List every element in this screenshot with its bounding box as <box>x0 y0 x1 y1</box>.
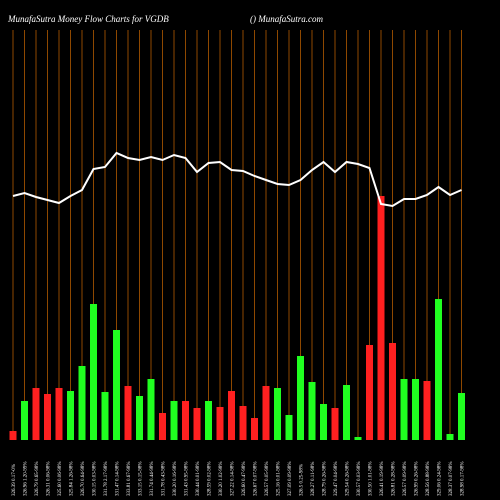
x-tick-label: 328.79 0.26-98% <box>323 461 328 496</box>
bar <box>21 401 28 440</box>
x-tick-label: 326.60 0.47-98% <box>242 461 247 496</box>
x-tick-label: 326.31 0.06-98% <box>47 461 52 496</box>
bar <box>435 299 442 440</box>
x-tick-label: 330.20 0.16-98% <box>173 461 178 496</box>
x-tick-label: 328.37 0.07-98% <box>449 461 454 496</box>
bar <box>320 404 327 440</box>
x-tick-label: 326.5 0.25-98% <box>300 464 305 496</box>
bar <box>343 385 350 440</box>
bar <box>44 394 51 440</box>
x-tick-label: 329.06 0.24-98% <box>438 461 443 496</box>
x-tick-label: 330.50 1.01-98% <box>369 461 374 496</box>
bar <box>285 415 293 440</box>
x-tick-label: 333.81 0.67-98% <box>127 461 132 496</box>
bar <box>423 381 431 440</box>
bar <box>389 343 396 440</box>
x-tick-label: 325.16 0.01-98% <box>277 461 282 496</box>
x-tick-label: 326.70 0.64-98% <box>81 461 86 496</box>
x-tick-label: 325.84 1.26-98% <box>70 461 75 496</box>
bar <box>90 304 97 440</box>
bar <box>113 330 120 440</box>
x-tick-label: 326.99 0.26-98% <box>415 461 420 496</box>
x-tick-label: 327.22 0.14-98% <box>231 461 236 496</box>
bar <box>147 379 155 440</box>
x-tick-label: 330.44 0.01-98% <box>196 461 201 496</box>
bar <box>101 392 109 440</box>
x-tick-label: 325.60 0.06-98% <box>58 461 63 496</box>
bar <box>400 379 408 440</box>
bar <box>55 388 63 440</box>
x-tick-label: 330.57 0.03-98% <box>357 461 362 496</box>
x-tick-label: 328.98 0.17-98% <box>461 461 466 496</box>
bar <box>251 418 258 440</box>
x-tick-label: 326.96 1.20-99% <box>24 461 29 496</box>
x-tick-label: 326.79 0.65-98% <box>35 461 40 496</box>
x-tick-label: 331.74 0.44-98% <box>150 461 155 496</box>
bar <box>354 437 362 440</box>
bar <box>170 401 178 440</box>
x-tick-label: 329.47 0.04-98% <box>334 461 339 496</box>
x-tick-label: 326.57 0.05-98% <box>265 461 270 496</box>
x-tick-label: 330.20 1.02-98% <box>219 461 224 496</box>
chart-subtitle: () MunafaSutra.com <box>250 14 323 24</box>
bar <box>331 408 339 440</box>
bar <box>412 379 419 440</box>
x-tick-label: 333.15 0.15-98% <box>139 461 144 496</box>
x-tick-label: 327.09 0.09-98% <box>288 461 293 496</box>
x-tick-label: 328.27 0.11-98% <box>311 462 316 496</box>
x-tick-label: 331.78 0.43-98% <box>162 461 167 496</box>
bar <box>159 413 166 440</box>
bar <box>458 393 465 440</box>
bar <box>274 388 281 440</box>
bar <box>239 406 247 440</box>
bar <box>32 388 40 440</box>
bar <box>262 386 270 440</box>
x-tick-label: 328.56 0.88-98% <box>426 461 431 496</box>
bar <box>182 401 189 440</box>
x-tick-label: 331.43 0.95-98% <box>185 461 190 496</box>
bar <box>377 196 385 440</box>
money-flow-line <box>12 151 462 208</box>
bar <box>297 356 304 440</box>
x-tick-label: 326.41 0.19-98% <box>380 461 385 496</box>
x-tick-label: 326.67 0.07-98% <box>254 461 259 496</box>
bar <box>193 408 201 440</box>
x-tick-label: 326.81 0.28-98% <box>392 461 397 496</box>
bar <box>136 396 143 440</box>
x-tick-label: 331.47 0.14-98% <box>116 461 121 496</box>
bar <box>124 386 132 440</box>
bar <box>216 407 224 440</box>
bar <box>78 366 86 440</box>
x-tick-label: 331.78 2.17-98% <box>104 461 109 496</box>
bar <box>308 382 316 440</box>
x-tick-label: 326.39 0.17-0% <box>12 464 17 496</box>
bar <box>446 434 454 440</box>
x-tick-label: 330.15 0.03-98% <box>93 461 98 496</box>
bar <box>67 391 74 440</box>
x-tick-label: 329.54 0.26-98% <box>346 461 351 496</box>
bar <box>205 401 212 440</box>
bar <box>366 345 373 440</box>
x-tick-label: 326.57 0.09-98% <box>403 461 408 496</box>
chart-title: MunafaSutra Money Flow Charts for VGDB <box>7 14 169 24</box>
x-tick-label: 328.59 0.02-98% <box>208 461 213 496</box>
bar <box>228 391 235 440</box>
bar <box>9 431 17 440</box>
